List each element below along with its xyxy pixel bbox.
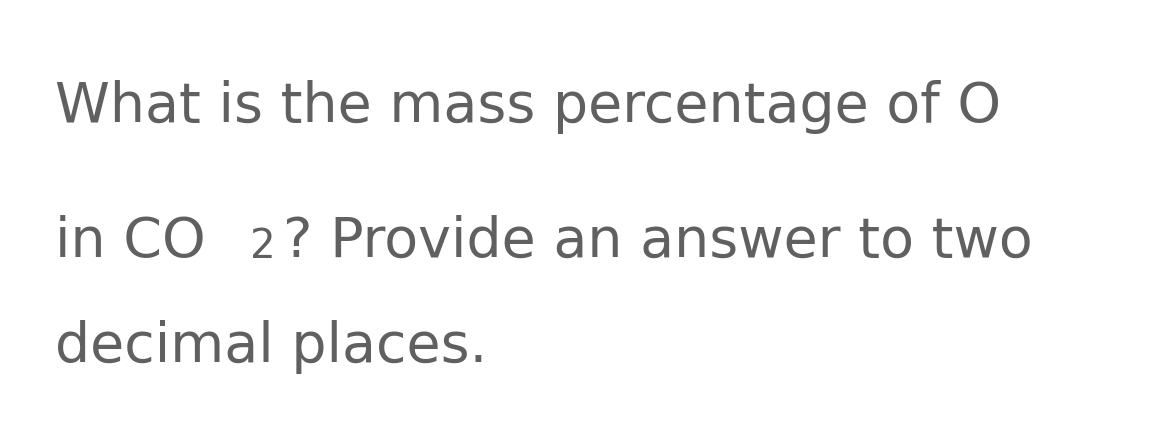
- Text: decimal places.: decimal places.: [55, 320, 487, 374]
- Text: in CO: in CO: [55, 215, 206, 269]
- Text: What is the mass percentage of O: What is the mass percentage of O: [55, 80, 1002, 134]
- Text: ? Provide an answer to two: ? Provide an answer to two: [283, 215, 1032, 269]
- Text: 2: 2: [249, 227, 275, 267]
